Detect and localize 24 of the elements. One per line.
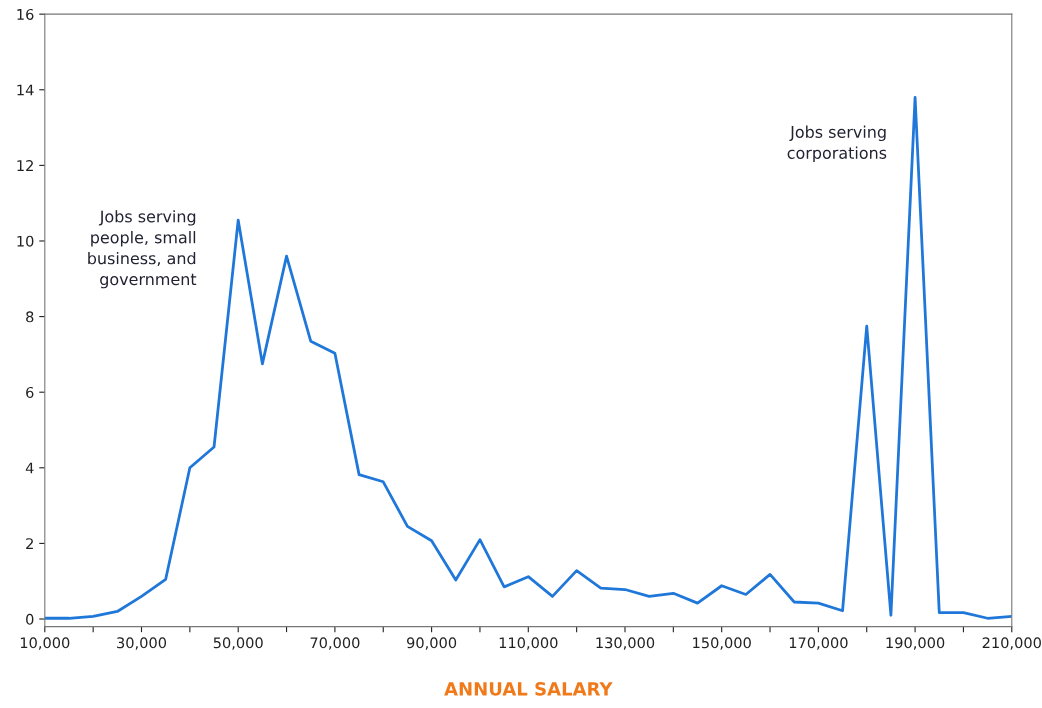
- y-tick-label: 14: [17, 84, 34, 96]
- x-tick-label: 70,000: [310, 637, 360, 650]
- y-tick-label: 8: [26, 311, 34, 323]
- y-tick-label: 4: [25, 462, 34, 474]
- x-tick-label: 50,000: [213, 637, 263, 650]
- y-tick-label: 16: [17, 8, 34, 20]
- line-series: [44, 95, 1012, 620]
- y-tick-label: 10: [17, 235, 34, 247]
- x-tick-label: 170,000: [789, 637, 848, 650]
- x-tick-label: 190,000: [886, 637, 945, 650]
- x-tick-label: 90,000: [407, 637, 457, 650]
- annotation: Jobs serving people, small business, and government: [88, 210, 197, 289]
- x-tick-label: 150,000: [693, 637, 751, 650]
- x-tick-label: 30,000: [117, 637, 167, 650]
- x-tick-label: 110,000: [499, 637, 558, 650]
- annotation: Jobs serving corporations: [787, 125, 887, 162]
- y-tick-label: 6: [26, 386, 34, 398]
- y-tick-label: 2: [26, 538, 33, 549]
- x-tick-label: 10,000: [20, 637, 70, 650]
- y-tick-label: 12: [17, 160, 33, 171]
- x-axis-title: ANNUAL SALARY: [444, 681, 613, 696]
- x-tick-label: 210,000: [982, 637, 1041, 650]
- x-tick-label: 130,000: [596, 637, 655, 650]
- y-tick-label: 0: [26, 613, 34, 625]
